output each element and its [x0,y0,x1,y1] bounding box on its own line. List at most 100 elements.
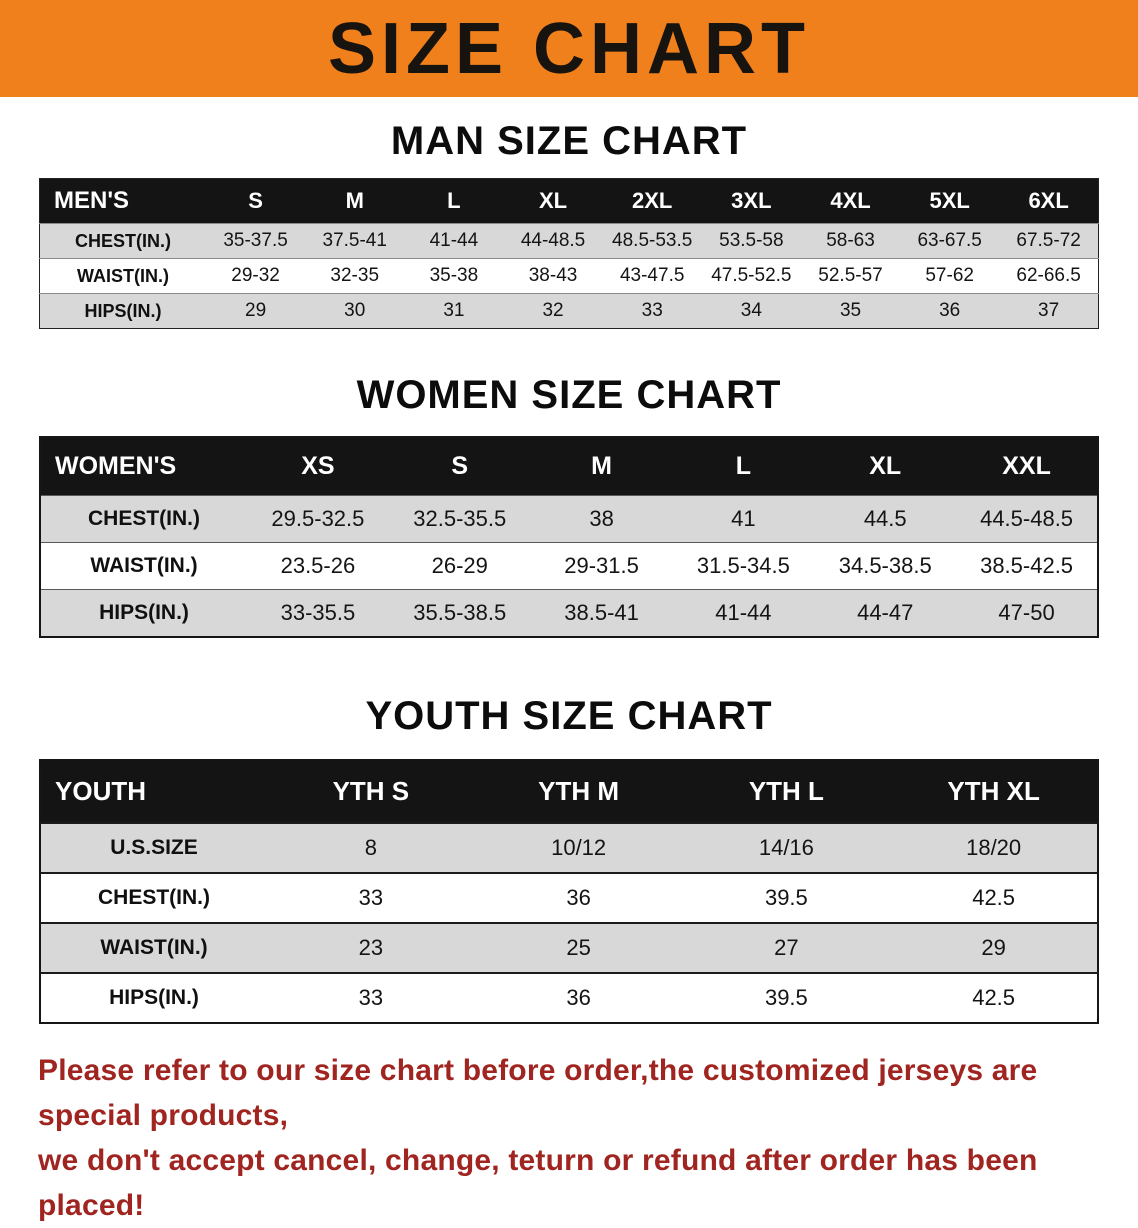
table-cell: 33 [602,293,702,329]
row-label: HIPS(IN.) [40,972,267,1023]
table-cell: 39.5 [682,972,891,1023]
table-row: CHEST(IN.) 29.5-32.5 32.5-35.5 38 41 44.5 44.5… [40,495,1098,543]
table-cell: 33-35.5 [247,589,389,637]
table-cell: 38-43 [503,258,603,294]
header-row: MEN'S S M L XL 2XL 3XL 4XL 5XL 6XL [39,178,1099,224]
column-header: 4XL [800,178,901,224]
table-cell: 35.5-38.5 [388,589,531,637]
column-header: XL [814,437,957,496]
table-cell: 44.5-48.5 [956,495,1098,543]
men-size-table: MEN'S S M L XL 2XL 3XL 4XL 5XL 6XL CHEST(IN.) 35-37… [39,178,1099,329]
column-header: M [305,178,405,224]
column-header: 3XL [701,178,801,224]
column-header: XL [503,178,603,224]
table-cell: 36 [474,872,683,923]
disclaimer-text: Please refer to our size chart before or… [38,1048,1100,1228]
column-header: YTH M [474,760,683,823]
table-cell: 41 [672,495,815,543]
table-cell: 23 [267,922,475,973]
table-cell: 32 [503,293,603,329]
table-cell: 52.5-57 [800,258,901,294]
table-cell: 10/12 [474,822,683,873]
table-cell: 33 [267,872,475,923]
header-row: WOMEN'S XS S M L XL XXL [40,437,1098,496]
table-cell: 44-48.5 [503,223,603,259]
table-cell: 36 [474,972,683,1023]
column-header: M [530,437,673,496]
column-header: YTH XL [890,760,1098,823]
table-cell: 29.5-32.5 [247,495,389,543]
table-cell: 62-66.5 [999,258,1099,294]
header-row: YOUTH YTH S YTH M YTH L YTH XL [40,760,1098,823]
row-label: HIPS(IN.) [40,589,247,637]
men-section-title: MAN SIZE CHART [390,119,748,163]
table-corner-label: MEN'S [39,178,206,224]
table-cell: 58-63 [800,223,901,259]
table-row: HIPS(IN.) 29 30 31 32 33 34 35 36 37 [39,293,1099,329]
table-cell: 37 [999,293,1099,329]
table-cell: 38.5-42.5 [956,542,1098,590]
table-cell: 23.5-26 [247,542,389,590]
table-cell: 41-44 [672,589,815,637]
table-cell: 14/16 [682,822,891,873]
table-row: HIPS(IN.) 33 36 39.5 42.5 [40,972,1098,1023]
table-cell: 35-37.5 [206,223,306,259]
row-label: CHEST(IN.) [40,872,267,923]
table-cell: 8 [267,822,475,873]
column-header: L [672,437,815,496]
table-cell: 42.5 [890,872,1098,923]
table-cell: 31.5-34.5 [672,542,815,590]
table-row: WAIST(IN.) 23.5-26 26-29 29-31.5 31.5-34.5 34… [40,542,1098,590]
table-cell: 34 [701,293,801,329]
women-size-section: WOMEN SIZE CHART WOMEN'S XS S M L XL XXL CHEST(… [0,373,1138,638]
youth-size-section: YOUTH SIZE CHART YOUTH YTH S YTH M YTH L YTH… [0,694,1138,1024]
table-cell: 47-50 [956,589,1098,637]
column-header: L [404,178,504,224]
women-section-title: WOMEN SIZE CHART [356,373,782,417]
column-header: 2XL [602,178,702,224]
table-corner-label: YOUTH [40,760,267,823]
row-label: CHEST(IN.) [40,495,247,543]
column-header: XS [247,437,389,496]
column-header: S [388,437,531,496]
table-cell: 44-47 [814,589,957,637]
women-size-table: WOMEN'S XS S M L XL XXL CHEST(IN.) 29.5-32.5 32.5… [39,436,1099,638]
table-corner-label: WOMEN'S [40,437,247,496]
column-header: YTH L [682,760,891,823]
table-cell: 38 [530,495,673,543]
table-cell: 35-38 [404,258,504,294]
row-label: HIPS(IN.) [39,293,206,329]
youth-section-title: YOUTH SIZE CHART [365,694,773,738]
table-cell: 26-29 [388,542,531,590]
table-row: HIPS(IN.) 33-35.5 35.5-38.5 38.5-41 41-44 44-… [40,589,1098,637]
row-label: U.S.SIZE [40,822,267,873]
table-cell: 30 [305,293,405,329]
table-cell: 44.5 [814,495,957,543]
table-cell: 43-47.5 [602,258,702,294]
table-row: CHEST(IN.) 33 36 39.5 42.5 [40,872,1098,923]
table-row: WAIST(IN.) 23 25 27 29 [40,922,1098,973]
column-header: 6XL [999,178,1099,224]
table-cell: 48.5-53.5 [602,223,702,259]
table-cell: 32-35 [305,258,405,294]
table-cell: 29 [206,293,306,329]
column-header: 5XL [900,178,1000,224]
column-header: S [206,178,306,224]
disclaimer-line-2: we don't accept cancel, change, teturn o… [38,1144,1038,1222]
table-cell: 34.5-38.5 [814,542,957,590]
table-cell: 57-62 [900,258,1000,294]
table-cell: 41-44 [404,223,504,259]
table-row: U.S.SIZE 8 10/12 14/16 18/20 [40,822,1098,873]
men-size-section: MAN SIZE CHART MEN'S S M L XL 2XL 3XL 4XL 5XL 6XL… [0,119,1138,329]
youth-size-table: YOUTH YTH S YTH M YTH L YTH XL U.S.SIZE 8 10/12… [39,759,1099,1024]
table-cell: 38.5-41 [530,589,673,637]
table-cell: 53.5-58 [701,223,801,259]
row-label: WAIST(IN.) [40,542,247,590]
table-cell: 63-67.5 [900,223,1000,259]
table-cell: 37.5-41 [305,223,405,259]
table-cell: 29-31.5 [530,542,673,590]
row-label: CHEST(IN.) [39,223,206,259]
table-cell: 36 [900,293,1000,329]
table-cell: 18/20 [890,822,1098,873]
